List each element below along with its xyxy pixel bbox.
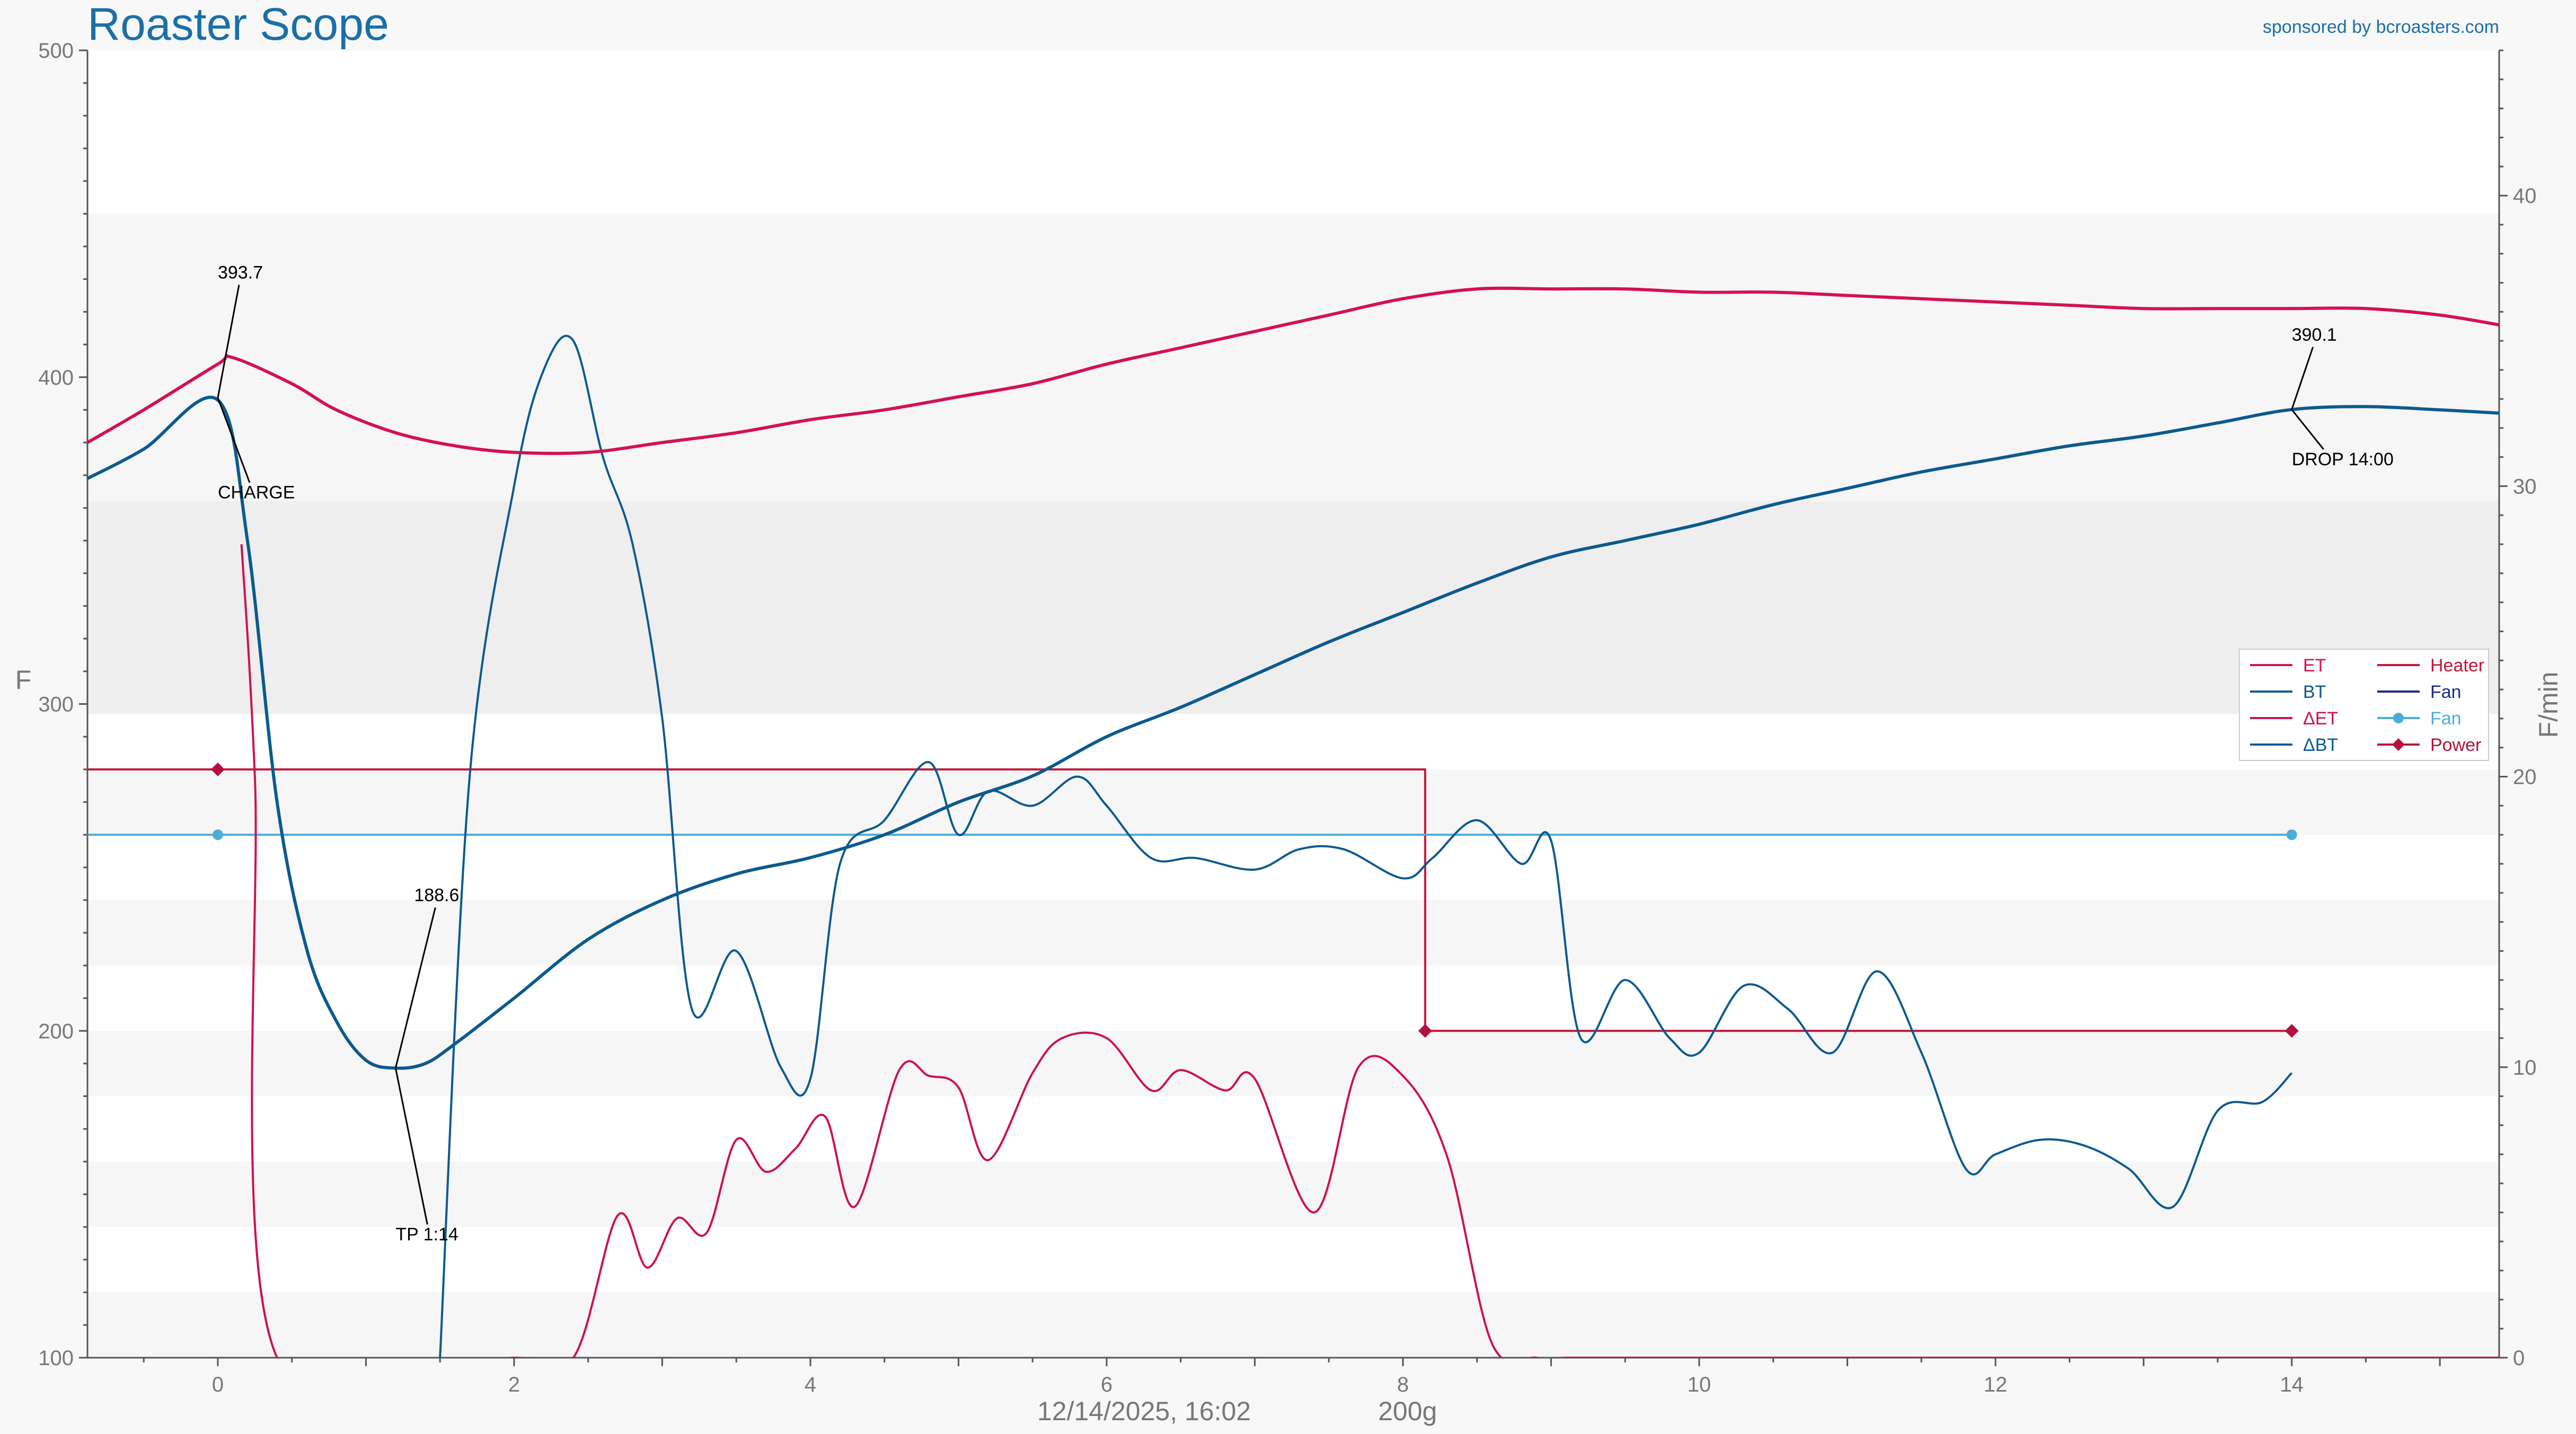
annotation-leader [217, 285, 240, 398]
annotations: 393.7 CHARGE 188.6 TP 1:14 390.1 DROP 14:00 [217, 263, 2394, 1245]
band [87, 501, 2499, 714]
x-tick-label: 12 [1984, 1373, 2008, 1396]
x-tick-label: 2 [508, 1373, 520, 1396]
legend-label-power: Power [2430, 735, 2481, 755]
legend-marker-fan [2393, 713, 2404, 723]
y-tick-label-left: 400 [38, 366, 74, 390]
series-bt [87, 395, 2499, 1070]
series-delta-et [240, 544, 2499, 1358]
annotation-label: 393.7 [218, 263, 263, 283]
legend-label-heater: Heater [2430, 656, 2484, 676]
annotation-leader [217, 397, 251, 483]
band [87, 1161, 2499, 1227]
legend: ET BT ΔET ΔBT Heater Fan Fan Power [2239, 649, 2489, 761]
legend-label-et: ET [2303, 656, 2326, 676]
annotation-label: TP 1:14 [395, 1225, 458, 1245]
y-tick-label-left: 100 [38, 1347, 74, 1370]
annotation-label: DROP 14:00 [2292, 449, 2394, 470]
band [87, 214, 2499, 502]
annotation-label: 390.1 [2292, 325, 2337, 345]
legend-label-delta-et: ΔET [2303, 709, 2338, 729]
x-tick-label: 4 [805, 1373, 816, 1396]
y-tick-label-right: 40 [2513, 184, 2537, 208]
x-tick-label: 10 [1688, 1373, 1712, 1396]
fan-marker [212, 829, 223, 840]
legend-box [2239, 649, 2489, 761]
legend-marker-power [2392, 738, 2405, 751]
y-tick-label-right: 20 [2513, 766, 2537, 789]
annotation-leader [394, 907, 436, 1068]
series-delta-bt [439, 334, 2293, 1358]
legend-label-delta-bt: ΔBT [2303, 735, 2338, 755]
fan-marker [2286, 829, 2297, 840]
y-tick-label-left: 500 [38, 39, 74, 63]
band [87, 1031, 2499, 1096]
series-layer [87, 286, 2499, 1358]
band [87, 1292, 2499, 1358]
power-marker [2284, 1024, 2299, 1038]
sponsor-text[interactable]: sponsored by bcroasters.com [2263, 17, 2499, 37]
y-tick-label-left: 300 [38, 693, 74, 716]
annotation-label: 188.6 [414, 886, 459, 906]
y-tick-label-right: 30 [2513, 475, 2537, 498]
band [87, 769, 2499, 835]
y-axis-right-title: F/min [2534, 672, 2563, 738]
legend-label-fan-control: Fan [2430, 682, 2462, 702]
x-tick-label: 6 [1101, 1373, 1113, 1396]
axes: 0 2 4 6 8 10 12 14 100 200 300 400 500 0 10 20 30 40 [38, 39, 2536, 1396]
series-heater [87, 768, 2292, 1032]
legend-label-fan: Fan [2430, 709, 2462, 729]
annotation-label: CHARGE [218, 483, 295, 503]
annotation-leader [2291, 409, 2324, 450]
chart-title: Roaster Scope [87, 0, 389, 50]
power-marker [210, 762, 225, 776]
footer-date: 12/14/2025, 16:02 [1037, 1396, 1251, 1426]
y-tick-label-left: 200 [38, 1020, 74, 1043]
legend-label-bt: BT [2303, 682, 2326, 702]
annotation-leader [2291, 347, 2314, 410]
annotation-leader [394, 1068, 428, 1225]
x-tick-label: 0 [212, 1373, 224, 1396]
power-marker [1418, 1024, 1432, 1038]
y-tick-label-right: 0 [2513, 1347, 2525, 1370]
background-bands [87, 50, 2499, 1358]
band [87, 900, 2499, 966]
x-tick-label: 8 [1397, 1373, 1409, 1396]
series-et [87, 286, 2499, 455]
y-axis-left-title: F [15, 665, 32, 695]
x-tick-label: 14 [2280, 1373, 2304, 1396]
footer-weight: 200g [1378, 1396, 1437, 1426]
y-tick-label-right: 10 [2513, 1056, 2537, 1079]
